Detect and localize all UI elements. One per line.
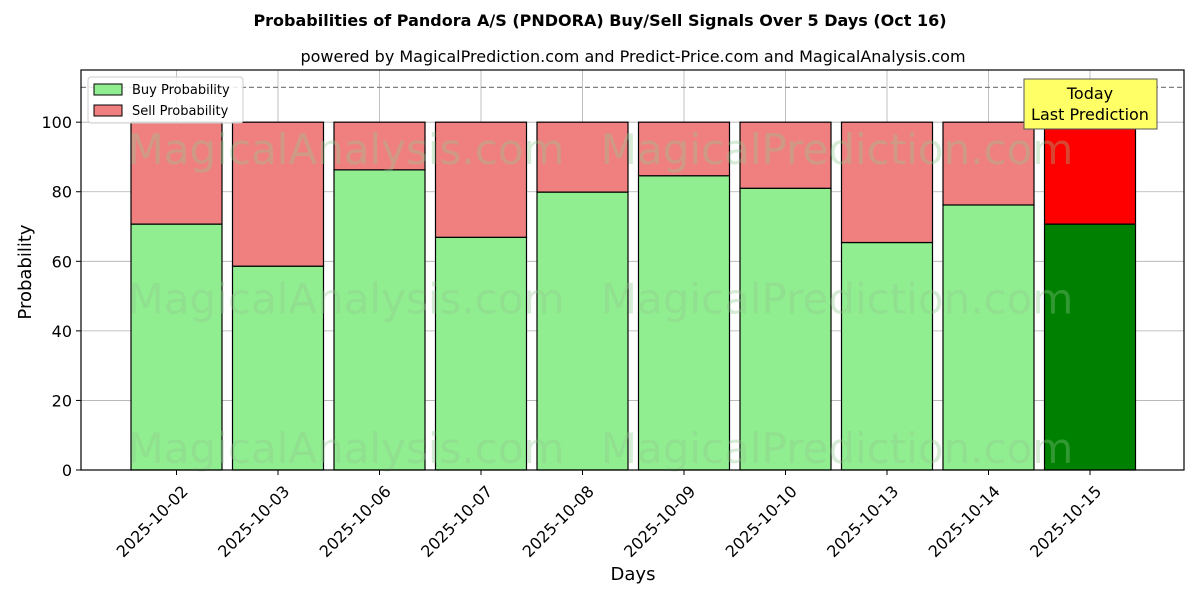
y-tick-label: 100: [41, 113, 72, 132]
y-tick-label: 20: [52, 391, 72, 410]
legend-box: [87, 76, 244, 124]
x-axis-label: Days: [611, 564, 656, 585]
bar-buy-2025-10-06: [333, 169, 426, 471]
bar-sell-2025-10-07: [434, 121, 528, 238]
bar-buy-2025-10-08: [536, 191, 629, 471]
bar-sell-2025-10-02: [130, 121, 223, 225]
y-tick-label: 0: [62, 461, 72, 480]
legend-label-sell: Sell Probability: [132, 104, 229, 119]
bar-sell-2025-10-10: [739, 121, 832, 189]
annotation-box: [1023, 78, 1158, 130]
annotation-text: Today: [1066, 84, 1113, 103]
watermarks: MagicalAnalysis.com MagicalPrediction.com…: [128, 125, 1074, 473]
bar-sell-2025-10-14: [942, 121, 1035, 206]
y-tick-label: 60: [52, 252, 72, 271]
bar-sell-2025-10-15: [1043, 121, 1137, 225]
bar-sell-2025-10-09: [637, 121, 731, 177]
legend: Buy Probability Sell Probability: [87, 76, 244, 124]
bar-buy-2025-10-03: [231, 265, 325, 471]
legend-swatch-sell: [93, 104, 123, 117]
legend-swatch-buy: [93, 83, 123, 96]
annotation: Today Last Prediction: [1023, 78, 1158, 130]
bar-sell-2025-10-03: [231, 121, 325, 267]
bar-sell-2025-10-06: [333, 121, 426, 171]
bar-buy-2025-10-15: [1043, 223, 1137, 471]
bar-buy-2025-10-09: [637, 175, 731, 471]
bar-buy-2025-10-10: [739, 187, 832, 471]
y-axis-label: Probability: [15, 224, 36, 319]
watermark-text: MagicalAnalysis.com: [128, 125, 565, 174]
watermark-text: MagicalPrediction.com: [601, 274, 1074, 323]
chart-title: Probabilities of Pandora A/S (PNDORA) Bu…: [253, 11, 946, 30]
watermark-text: MagicalAnalysis.com: [128, 424, 565, 473]
bar-buy-2025-10-07: [434, 236, 528, 471]
watermark-text: MagicalPrediction.com: [601, 125, 1074, 174]
legend-label-buy: Buy Probability: [132, 83, 230, 98]
annotation-text: Last Prediction: [1031, 105, 1149, 124]
y-tick-label: 40: [52, 322, 72, 341]
bars: [130, 121, 1137, 471]
watermark-text: MagicalAnalysis.com: [128, 274, 565, 323]
bar-buy-2025-10-14: [942, 204, 1035, 471]
y-tick-label: 80: [52, 183, 72, 202]
chart-subtitle: powered by MagicalPrediction.com and Pre…: [300, 47, 965, 66]
bar-sell-2025-10-13: [840, 121, 934, 244]
bar-sell-2025-10-08: [536, 121, 629, 193]
watermark-text: MagicalPrediction.com: [601, 424, 1074, 473]
plot-frame: [80, 69, 1185, 471]
